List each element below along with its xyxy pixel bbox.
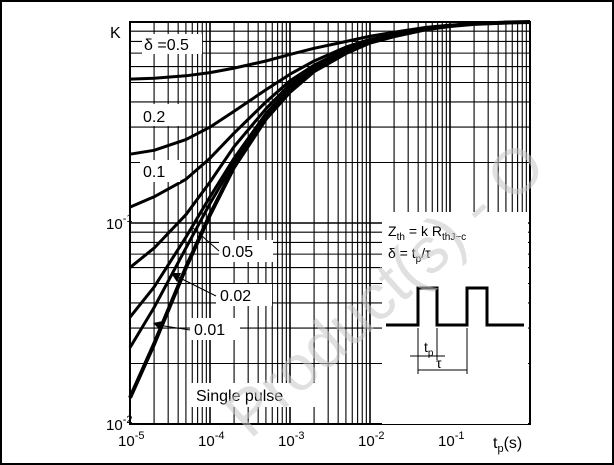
x-tick-base: 10 <box>118 433 135 450</box>
x-axis-label-main: t <box>493 435 498 452</box>
x-tick-exp: -2 <box>375 430 385 442</box>
x-tick-exp: -3 <box>295 430 305 442</box>
x-tick-base: 10 <box>278 433 295 450</box>
label-delta-0.05: 0.05 <box>222 244 253 261</box>
label-delta-0.01: 0.01 <box>194 322 225 339</box>
series-line-Single-pulse <box>128 20 531 399</box>
x-tick-label: 10-5 <box>118 430 144 450</box>
pulse-tau-label: τ <box>436 355 442 371</box>
pulse-waveform <box>386 286 524 327</box>
leader-0.05 <box>192 227 220 252</box>
x-axis-label: tp(s) <box>493 435 522 455</box>
label-single-pulse: Single pulse <box>196 388 283 405</box>
arrow-0.02 <box>171 273 181 282</box>
leader-0.02 <box>175 275 217 297</box>
y-tick-label: 10-1 <box>106 213 132 233</box>
x-tick-base: 10 <box>198 433 215 450</box>
label-bg-05 <box>142 34 202 54</box>
plot-frame <box>129 21 531 425</box>
x-tick-exp: -5 <box>135 430 145 442</box>
x-tick-exp: -4 <box>215 430 225 442</box>
formula-delta-main: δ = t <box>388 245 416 261</box>
y-tick-base: 10 <box>106 216 123 233</box>
leader-0.01 <box>157 324 191 331</box>
tick-labels: 10-5 10-4 10-3 10-2 10-110-110-2 <box>106 213 464 450</box>
inset-bg <box>382 212 528 424</box>
x-tick-label: 10-1 <box>438 430 464 450</box>
formula-zth-rhs: = k R <box>409 223 442 239</box>
series-group <box>128 20 531 399</box>
label-bg-02 <box>140 104 180 126</box>
x-tick-base: 10 <box>358 433 375 450</box>
formula-delta-sub: p <box>416 254 422 265</box>
x-axis-label-sub: p <box>497 443 503 455</box>
formula-zth: Zth = k RthJ−c <box>388 223 466 243</box>
y-tick-label: 10-2 <box>106 414 132 434</box>
x-axis-label-unit: (s) <box>504 435 523 452</box>
label-bg-005 <box>219 240 273 262</box>
pulse-tp-main: t <box>424 339 428 355</box>
label-bg-002 <box>216 284 272 306</box>
curve-labels: δ =0.5 0.2 0.1 0.05 0.02 0.01 Single pul… <box>140 34 316 407</box>
label-delta-0.5: δ =0.5 <box>144 37 189 54</box>
x-tick-exp: -1 <box>455 430 465 442</box>
y-tick-base: 10 <box>106 417 123 434</box>
arrow-0.01 <box>153 321 163 330</box>
formula-delta: δ = tp/τ <box>388 245 431 265</box>
label-delta-0.1: 0.1 <box>143 164 165 181</box>
formula-zth-lhs-sub: th <box>397 232 405 243</box>
x-tick-label: 10-4 <box>198 430 224 450</box>
label-bg-01 <box>140 160 180 182</box>
label-bg-001 <box>190 318 240 340</box>
x-tick-base: 10 <box>438 433 455 450</box>
x-tick-label: 10-3 <box>278 430 304 450</box>
formula-zth-lhs: Z <box>388 223 397 239</box>
pulse-tp-label: tp <box>424 339 434 359</box>
pulse-tp-sub: p <box>428 348 434 359</box>
label-bg-single <box>190 383 316 407</box>
formula-zth-rhs-sub: thJ−c <box>442 232 466 243</box>
inset-panel: Zth = k RthJ−c δ = tp/τ tp τ <box>382 212 528 424</box>
x-tick-label: 10-2 <box>358 430 384 450</box>
y-axis-label: K <box>110 25 121 42</box>
label-delta-0.2: 0.2 <box>143 109 165 126</box>
y-tick-exp: -2 <box>123 414 133 426</box>
label-delta-0.02: 0.02 <box>220 288 251 305</box>
formula-delta-tail: /τ <box>421 245 431 261</box>
y-tick-exp: -1 <box>123 213 133 225</box>
